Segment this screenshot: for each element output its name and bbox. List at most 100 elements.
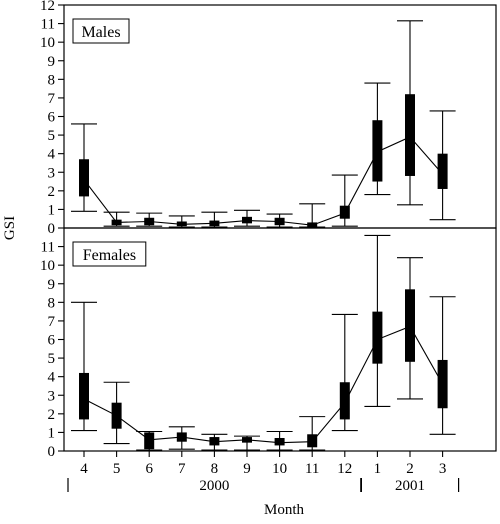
- box-males-7: [168, 215, 195, 228]
- box-males-11: [299, 203, 326, 228]
- y-tick-label: 10: [40, 35, 55, 51]
- x-tick-label: 11: [305, 461, 319, 477]
- box-iqr: [307, 434, 318, 448]
- year-label: 2000: [199, 478, 229, 494]
- y-tick-label: 0: [48, 221, 56, 237]
- box-iqr: [405, 289, 415, 362]
- box-males-5: [103, 211, 130, 227]
- box-females-12: [331, 313, 358, 432]
- y-tick-label: 12: [40, 0, 55, 14]
- y-tick-label: 0: [48, 444, 56, 460]
- x-tick-label: 2: [406, 461, 414, 477]
- y-tick-label: 5: [48, 351, 56, 367]
- box-iqr: [437, 359, 448, 409]
- box-females-10: [266, 430, 293, 451]
- panel-females: 0 1 2 3 4 5 6 7 8 9 10 11 Females: [40, 227, 497, 460]
- box-females-7: [168, 426, 195, 450]
- box-iqr: [405, 94, 415, 176]
- x-tick-label: 9: [243, 461, 251, 477]
- box-iqr: [111, 402, 122, 429]
- box-iqr: [339, 205, 350, 219]
- x-tick-label: 3: [439, 461, 447, 477]
- box-iqr: [274, 437, 285, 446]
- box-females-9: [234, 435, 260, 451]
- box-males-1: [364, 82, 391, 196]
- y-tick-label: 1: [48, 425, 56, 441]
- box-males-12: [331, 174, 358, 227]
- x-tick-label: 8: [211, 461, 219, 477]
- box-iqr: [274, 217, 285, 226]
- box-iqr: [144, 432, 155, 450]
- y-tick-label: 9: [48, 54, 56, 70]
- y-tick-label: 3: [48, 388, 56, 404]
- box-females-5: [103, 381, 130, 445]
- x-tick-label: 5: [113, 461, 121, 477]
- x-tick-label: 6: [145, 461, 153, 477]
- x-axis-title: Month: [264, 502, 305, 518]
- box-males-2: [397, 20, 423, 206]
- y-tick-label: 8: [48, 295, 56, 311]
- x-tick-label: 10: [272, 461, 287, 477]
- y-tick-label: 7: [48, 314, 56, 330]
- box-iqr: [242, 437, 252, 443]
- legend-label: Males: [81, 24, 120, 41]
- legend-box: [72, 18, 130, 44]
- box-iqr: [144, 217, 155, 226]
- box-iqr: [372, 120, 383, 182]
- median-line: [83, 136, 444, 226]
- year-label: 2001: [395, 478, 425, 494]
- box-females-11: [299, 416, 326, 451]
- box-iqr: [242, 216, 252, 224]
- box-iqr: [437, 153, 448, 189]
- box-iqr: [176, 221, 187, 227]
- x-tick-label: 4: [80, 461, 88, 477]
- y-tick-label: 4: [48, 147, 56, 163]
- box-iqr: [111, 219, 122, 226]
- median-line: [83, 325, 444, 444]
- box-females-1: [364, 234, 391, 407]
- y-tick-label: 2: [48, 407, 56, 423]
- x-tick-label: 12: [337, 461, 352, 477]
- box-males-9: [234, 209, 260, 227]
- y-tick-label: 2: [48, 184, 56, 200]
- y-tick-label: 6: [48, 333, 56, 349]
- y-tick-label: 11: [41, 17, 55, 33]
- y-tick-label: 6: [48, 110, 56, 126]
- box-iqr: [339, 382, 350, 420]
- box-males-3: [429, 110, 456, 221]
- box-females-3: [429, 296, 456, 435]
- box-females-4: [71, 301, 97, 432]
- box-males-4: [71, 123, 97, 212]
- y-tick-label: 11: [41, 240, 55, 256]
- box-iqr: [372, 311, 383, 364]
- y-tick-label: 3: [48, 165, 56, 181]
- box-iqr: [79, 372, 89, 420]
- y-tick-label: 8: [48, 72, 56, 88]
- y-tick-label: 1: [48, 202, 56, 218]
- box-males-10: [266, 213, 293, 228]
- box-iqr: [79, 159, 89, 197]
- box-iqr: [307, 222, 318, 228]
- box-iqr: [209, 220, 220, 227]
- box-females-2: [397, 257, 423, 400]
- box-iqr: [176, 432, 187, 442]
- box-females-6: [136, 430, 163, 451]
- box-females-8: [201, 433, 228, 451]
- y-tick-label: 4: [48, 370, 56, 386]
- box-males-8: [201, 211, 228, 228]
- y-tick-label: 5: [48, 128, 56, 144]
- legend-box: [72, 241, 147, 267]
- y-tick-label: 10: [40, 258, 55, 274]
- x-tick-label: 7: [178, 461, 186, 477]
- box-iqr: [209, 437, 220, 446]
- y-tick-label: 9: [48, 277, 56, 293]
- x-tick-label: 1: [374, 461, 382, 477]
- legend-label: Females: [83, 247, 136, 264]
- box-males-6: [136, 212, 163, 227]
- y-axis-title: GSI: [2, 216, 18, 240]
- y-tick-label: 7: [48, 91, 56, 107]
